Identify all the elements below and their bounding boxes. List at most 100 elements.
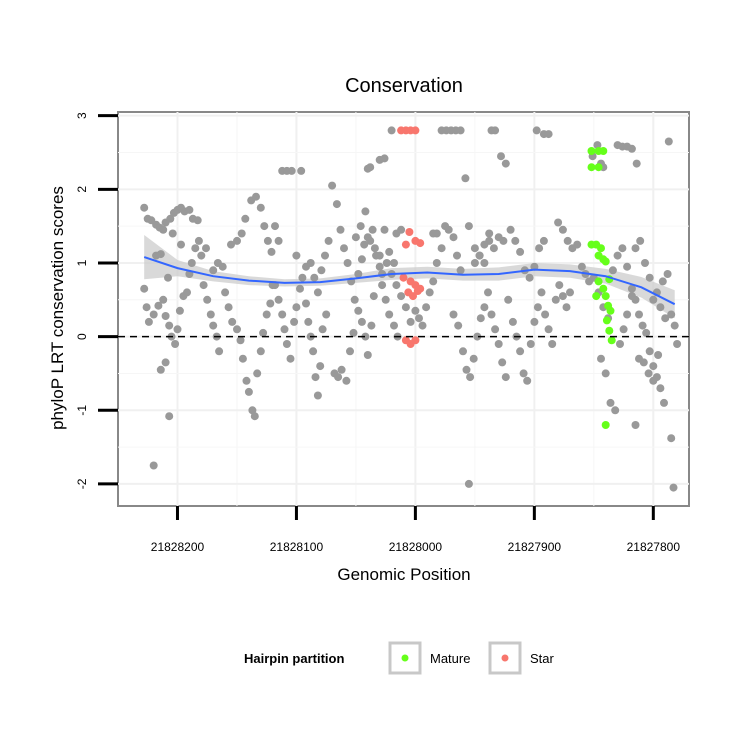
background-point <box>444 225 453 234</box>
background-point <box>318 325 327 334</box>
background-point <box>566 288 574 297</box>
background-point <box>631 244 640 253</box>
background-point <box>475 251 484 260</box>
background-point <box>317 266 326 275</box>
background-point <box>290 317 299 326</box>
background-point <box>221 288 230 297</box>
background-point <box>375 251 384 260</box>
background-point <box>252 192 260 201</box>
background-point <box>363 351 372 359</box>
background-point <box>526 340 535 348</box>
background-point <box>336 225 345 234</box>
background-point <box>627 284 636 293</box>
background-point <box>470 244 479 253</box>
background-point <box>639 358 648 367</box>
y-tick-label: 1 <box>75 259 89 266</box>
background-point <box>233 236 241 245</box>
background-point <box>449 233 458 242</box>
background-point <box>489 244 498 253</box>
background-point <box>297 166 306 175</box>
background-point <box>343 259 352 267</box>
background-point <box>499 236 508 245</box>
background-point <box>418 321 427 330</box>
x-tick-label: 21828100 <box>270 540 324 554</box>
background-point <box>332 200 341 209</box>
background-point <box>354 306 363 315</box>
loess-line <box>143 256 676 306</box>
star-point <box>401 240 410 249</box>
background-point <box>313 288 322 297</box>
background-point <box>242 376 251 385</box>
background-point <box>422 303 431 312</box>
background-point <box>177 240 185 249</box>
legend-key-dot <box>401 654 409 662</box>
background-point <box>274 236 283 245</box>
x-tick-label: 21828000 <box>389 540 443 554</box>
background-point <box>298 273 307 282</box>
background-point <box>164 273 172 282</box>
background-point <box>411 306 420 315</box>
background-point <box>532 126 541 135</box>
background-point <box>316 362 325 371</box>
star-point <box>413 287 422 295</box>
background-point <box>311 373 320 382</box>
background-point <box>154 301 163 310</box>
background-point <box>191 244 200 253</box>
background-point <box>354 270 363 278</box>
background-point <box>322 310 331 319</box>
background-point <box>466 373 475 382</box>
background-point <box>658 277 667 286</box>
background-point <box>473 332 482 341</box>
background-point <box>227 240 235 249</box>
background-point <box>287 166 296 175</box>
background-point <box>649 362 658 371</box>
background-point <box>506 225 515 234</box>
background-point <box>385 247 394 256</box>
background-point <box>380 154 389 163</box>
y-tick-label: -1 <box>75 405 89 416</box>
background-point <box>356 222 365 231</box>
background-point <box>296 284 304 293</box>
background-point <box>664 137 673 146</box>
background-point <box>187 259 196 267</box>
background-point <box>367 321 376 330</box>
background-point <box>656 384 665 393</box>
background-point <box>328 181 337 190</box>
star-point <box>411 336 420 345</box>
background-point <box>140 284 149 293</box>
x-tick-label: 21828200 <box>151 540 205 554</box>
background-point <box>613 251 622 260</box>
background-point <box>171 340 180 348</box>
background-point <box>535 244 544 253</box>
mature-point <box>605 326 614 335</box>
background-point <box>673 340 682 348</box>
background-point <box>342 376 351 385</box>
background-point <box>611 406 620 415</box>
background-point <box>661 314 670 323</box>
background-point <box>453 251 461 260</box>
background-point <box>563 236 572 245</box>
background-point <box>357 317 366 326</box>
background-point <box>485 229 494 238</box>
background-point <box>558 225 567 234</box>
mature-point <box>607 336 616 345</box>
background-point <box>156 365 165 374</box>
background-point <box>480 240 489 249</box>
background-point <box>237 229 246 238</box>
background-point <box>244 387 253 396</box>
y-axis-title: phyloP LRT conservation scores <box>48 186 67 430</box>
background-point <box>168 229 177 238</box>
smooth-curve <box>143 256 676 306</box>
background-point <box>185 205 194 214</box>
y-tick-label: -2 <box>75 478 89 489</box>
background-point <box>334 373 343 382</box>
background-point <box>406 317 415 326</box>
mature-point <box>601 421 610 429</box>
background-point <box>649 295 658 304</box>
background-point <box>224 303 233 312</box>
background-point <box>313 391 322 400</box>
mature-point <box>602 316 611 325</box>
background-point <box>461 174 470 183</box>
background-point <box>670 321 679 330</box>
chart-title: Conservation <box>345 75 463 97</box>
